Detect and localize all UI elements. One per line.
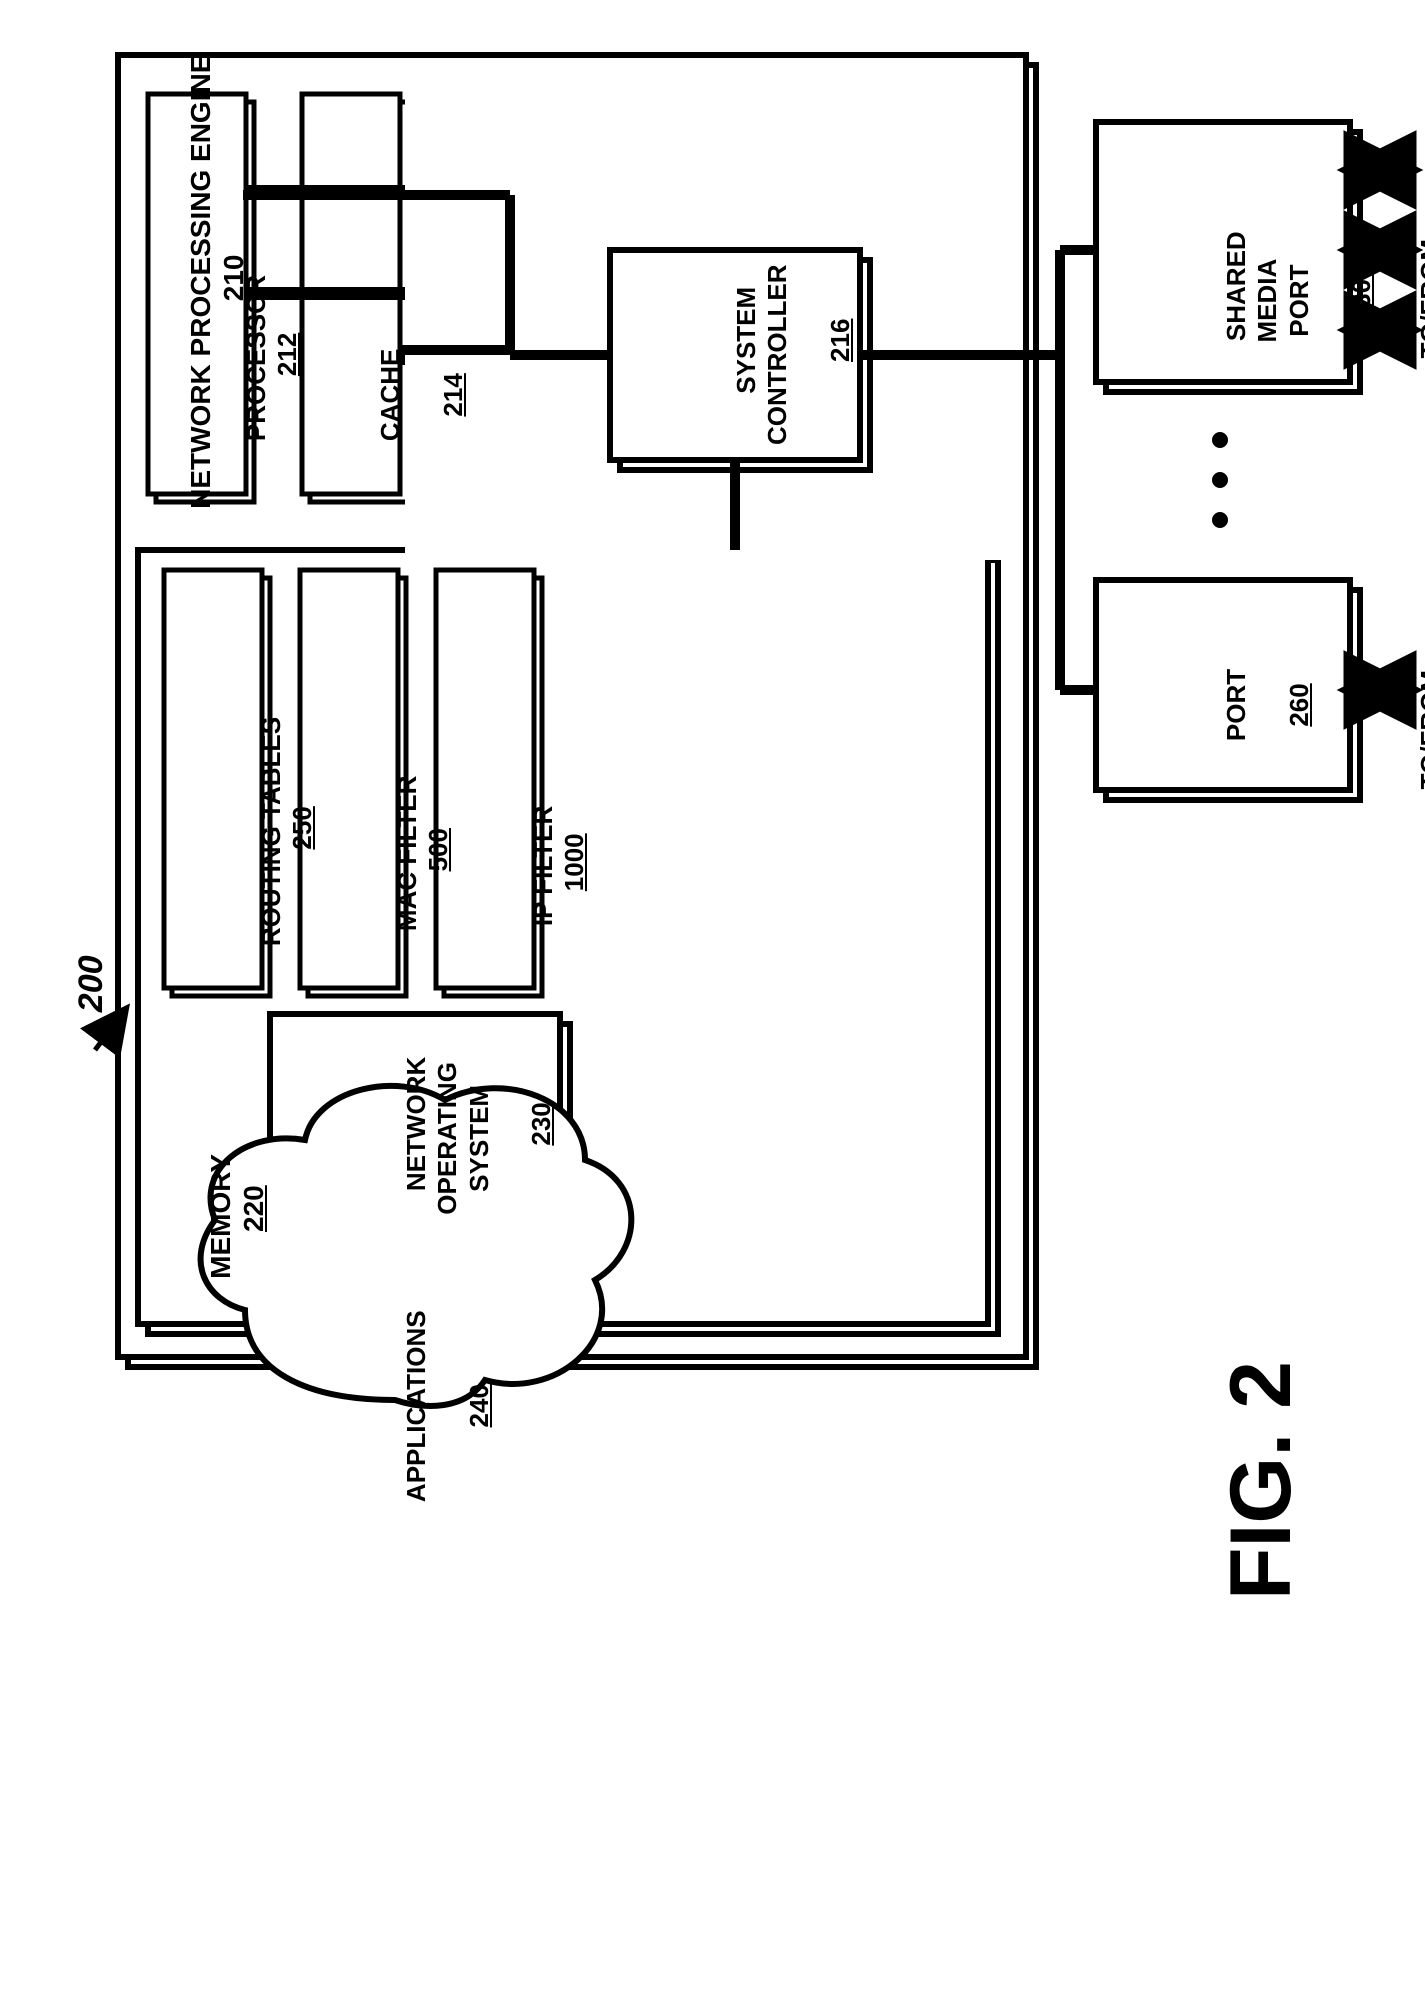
macfilter-label: MAC FILTER 500 [361,776,486,960]
sharedport-text: SHARED MEDIA PORT [1221,231,1313,342]
nos-label: NETWORK OPERATING SYSTEM 230 [370,1057,588,1220]
apps-text: APPLICATIONS [401,1310,431,1502]
sharedport-ref: 300 [1346,265,1376,308]
nos-text: NETWORK OPERATING SYSTEM [401,1057,493,1215]
port-text: PORT [1221,669,1251,741]
port-label: PORT 260 [1190,669,1346,770]
processor-ref: 212 [272,333,302,376]
cache-ref: 214 [438,373,468,416]
apps-ref: 240 [464,1384,494,1427]
sharedport-label: SHARED MEDIA PORT 300 [1190,231,1408,370]
processor-text: PROCESSOR [241,275,271,441]
ipfilter-label: IP FILTER 1000 [497,806,622,955]
memory-ref: 220 [238,1185,269,1232]
figure-label: FIG. 2 [1210,1361,1313,1600]
syscon-label: SYSTEM CONTROLLER 216 [700,264,887,445]
port-ref: 260 [1284,683,1314,726]
macfilter-ref: 500 [423,828,453,871]
ipfilter-ref: 1000 [559,833,589,891]
callout-200-text: 200 [72,955,110,1012]
diagram-canvas: 200 NETWORK PROCESSING ENGINE 210 MEMORY… [0,0,1425,1989]
routing-label: ROUTING TABLES 250 [225,717,350,975]
routing-text: ROUTING TABLES [256,717,286,946]
cache-text: CACHE [375,349,405,441]
clients-label: TO/FROM CLIENT NODES 110 [1415,177,1425,420]
routing-ref: 250 [287,806,317,849]
cache-box-label: CACHE 214 [344,349,500,470]
callout-200: 200 [30,955,152,1050]
syscon-ref: 216 [825,319,855,362]
apps-label: APPLICATIONS 240 [370,1310,526,1530]
internet-label: TO/FROM INTERNET 150 [1415,639,1425,820]
syscon-text: SYSTEM CONTROLLER [731,264,792,445]
macfilter-text: MAC FILTER [392,776,422,932]
memory-title: MEMORY 220 [170,1154,304,1310]
processor-box-label: PROCESSOR 212 [210,275,335,470]
nos-ref: 230 [526,1102,556,1145]
memory-title-text: MEMORY [205,1154,236,1279]
ipfilter-text: IP FILTER [528,806,558,926]
